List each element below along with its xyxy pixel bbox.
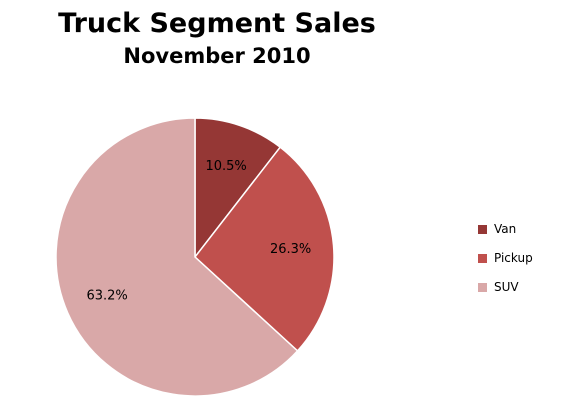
pie-labels: 10.5% 26.3% 63.2%: [86, 159, 311, 304]
legend-item-van: Van: [478, 220, 566, 238]
data-label-van: 10.5%: [205, 159, 246, 174]
legend-swatch: [478, 224, 487, 234]
chart-title: Truck Segment Sales: [58, 8, 376, 39]
legend-swatch: [478, 253, 487, 263]
pie-slices: [55, 117, 335, 397]
legend: Van Pickup SUV: [478, 220, 566, 307]
chart-subtitle: November 2010: [123, 44, 311, 68]
legend-item-pickup: Pickup: [478, 249, 566, 267]
data-label-suv: 63.2%: [86, 289, 127, 304]
legend-label: Van: [494, 222, 517, 236]
legend-swatch: [478, 282, 487, 292]
legend-label: Pickup: [494, 251, 533, 265]
pie-slice-suv: [55, 117, 299, 397]
legend-item-suv: SUV: [478, 278, 566, 296]
pie-slice-van: [194, 117, 282, 260]
pie-slice-pickup: [193, 146, 335, 352]
legend-label: SUV: [494, 280, 519, 294]
data-label-pickup: 26.3%: [270, 242, 311, 257]
